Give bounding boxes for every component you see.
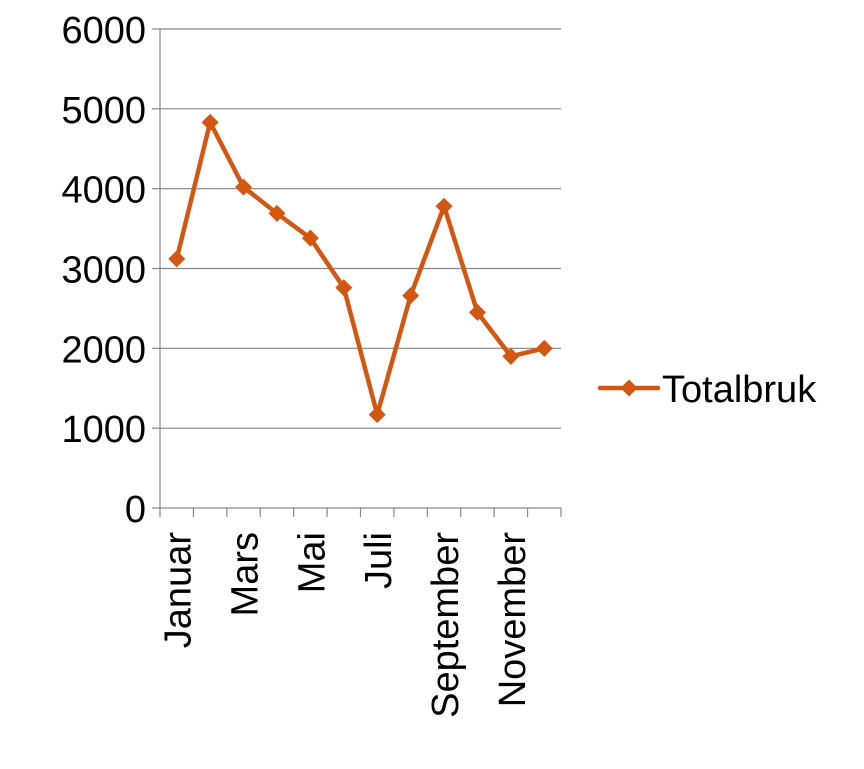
data-point-marker [502,347,520,365]
gridlines [160,28,561,429]
y-tick-label: 4000 [61,170,146,212]
x-tick-label: Mars [225,532,267,616]
data-point-marker [402,287,420,305]
x-tick-label: November [492,532,534,708]
data-point-marker [335,279,353,297]
data-point-marker [168,250,186,268]
data-point-marker [301,229,319,247]
y-axis-ticks: 0 1000 2000 3000 4000 5000 6000 [61,10,160,531]
x-axis-ticks [159,508,562,517]
legend-marker [620,379,638,397]
data-point-marker [268,204,286,222]
series-totalbruk [168,113,553,424]
y-tick-label: 6000 [61,10,146,52]
legend: Totalbruk [597,369,817,411]
data-point-marker [235,178,253,196]
series-line [174,120,547,417]
y-tick-label: 0 [125,489,146,531]
x-tick-label: Mai [291,532,333,593]
y-tick-label: 2000 [61,329,146,371]
data-point-marker [535,339,553,357]
data-point-marker [435,197,453,215]
data-point-marker [201,113,219,131]
data-point-marker [368,406,386,424]
y-tick-label: 5000 [61,90,146,132]
legend-label: Totalbruk [662,369,817,411]
y-tick-label: 3000 [61,250,146,292]
data-point-marker [468,303,486,321]
x-tick-label: Juli [358,532,400,589]
x-tick-label: September [425,532,467,718]
y-tick-label: 1000 [61,409,146,451]
x-tick-label: Januar [158,532,200,649]
x-axis-labels: Januar Mars Mai Juli September November [158,532,534,718]
